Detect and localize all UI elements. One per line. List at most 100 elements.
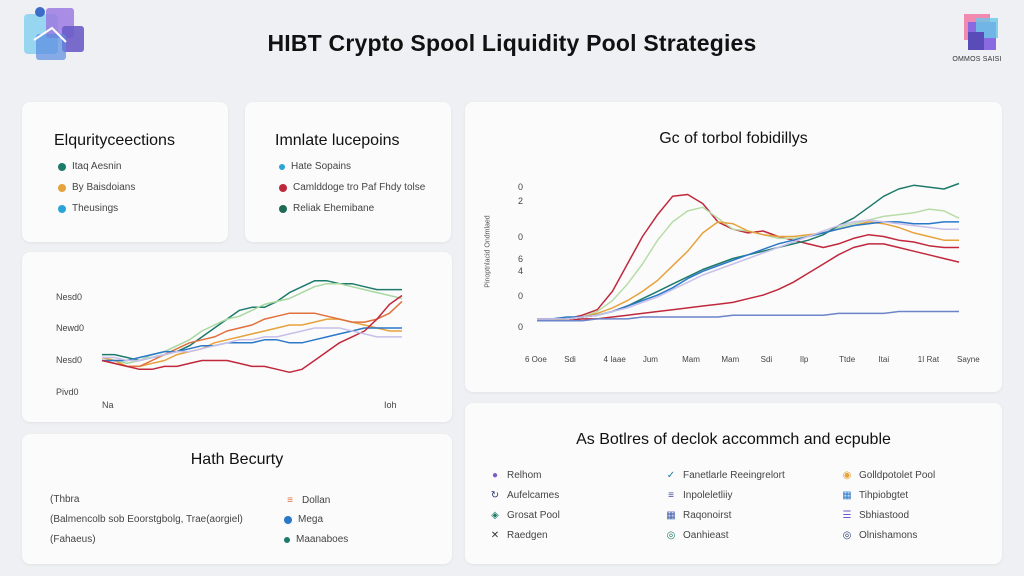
chart-card-left: Nesd0 Newd0 Nesd0 Pivd0 Na Ioh [22, 252, 452, 422]
legend-label: Reliak Ehemibane [293, 203, 375, 214]
list-icon: ≡ [668, 489, 674, 501]
card-title: As Botlres of declok accommch and ecpubl… [576, 431, 891, 448]
legend-dot-icon [284, 515, 292, 524]
shield-icon: ◈ [491, 509, 499, 521]
strategy-item: ▦ Raqonoirst [666, 509, 732, 521]
x-tick-label: Ioh [384, 400, 397, 410]
brand-logo-right [964, 14, 998, 50]
strategy-item: ● Relhom [489, 469, 542, 481]
y-tick-label: 0 [518, 182, 524, 192]
card-title: Elqurityceections [54, 132, 175, 149]
x-tick-label: Ttde [839, 355, 856, 364]
series-line-3 [101, 300, 403, 368]
line-chart-left [101, 280, 403, 374]
chart-card-right: Gc of torbol fobidillys Pinoptnlacid Ond… [465, 102, 1002, 392]
legend-label: Camlddoge tro Paf Fhdy tolse [293, 182, 426, 193]
x-tick-label: Na [102, 400, 114, 410]
strategy-item: ◈ Grosat Pool [489, 509, 560, 521]
strategy-item: ✓ Fanetlarle Reeingrelort [666, 469, 785, 481]
series-line-0 [102, 280, 402, 362]
y-tick-label: Newd0 [56, 323, 85, 333]
x-tick-label: Sdi [760, 355, 773, 364]
check-icon: ✓ [666, 469, 676, 481]
y-axis-title: Pinoptnlacid Ondmlaed [484, 215, 492, 288]
legend-item: Mega [284, 514, 323, 525]
circle-icon: ● [491, 469, 499, 481]
y-tick-label: 6 [518, 254, 524, 264]
cross-icon: ✕ [490, 529, 500, 541]
legend-card-equity: Elqurityceections Itaq Aesnin By Baisdoi… [22, 102, 228, 242]
x-tick-label: Mam [721, 355, 740, 364]
legend-dot-icon [279, 163, 285, 170]
legend-item: Itaq Aesnin [58, 161, 121, 172]
strategy-item: ◎ Oanhieast [666, 529, 729, 541]
series-line-1 [537, 206, 960, 322]
legend-item: Camlddoge tro Paf Fhdy tolse [279, 182, 425, 193]
series-line-5 [101, 294, 403, 374]
legend-item: Theusings [58, 203, 118, 214]
target-icon: ◎ [842, 529, 852, 541]
brand-logo-left [24, 7, 84, 60]
x-tick-label: Jum [642, 355, 658, 364]
strategy-item: ◉ Golldpotolet Pool [842, 469, 936, 481]
y-tick-label: 0 [518, 291, 524, 301]
y-tick-label: 0 [518, 232, 524, 242]
legend-label: By Baisdoians [72, 182, 136, 193]
target-icon: ◎ [666, 529, 676, 541]
y-tick-label: 0 [518, 322, 524, 332]
strategy-item: ☰ Sbhiastood [842, 509, 910, 521]
card-title: Imnlate lucepoins [275, 132, 400, 149]
legend-card-incentives: Imnlate lucepoins Hate Sopains Camlddoge… [245, 102, 451, 242]
strategy-item: ▦ Tihpiobgtet [842, 489, 909, 501]
security-card: Hath Becurty (Thbra (Balmencolb sob Eoor… [22, 434, 452, 564]
y-tick-label: 4 [518, 266, 524, 276]
x-tick-label: Ilp [799, 355, 809, 364]
legend-item: By Baisdoians [58, 182, 135, 193]
legend-item: Hate Sopains [279, 161, 351, 172]
legend-dot-icon [58, 183, 66, 192]
y-tick-label: Pivd0 [56, 387, 79, 397]
brand-caption: OMMOS SAISI [952, 56, 1002, 63]
grid-icon: ▦ [842, 489, 852, 501]
bars-icon: ☰ [842, 509, 852, 521]
legend-label: Hate Sopains [291, 161, 352, 172]
page-title: HIBT Crypto Spool Liquidity Pool Strateg… [267, 30, 757, 56]
grid-icon: ▦ [666, 509, 676, 521]
x-tick-label: Sayne [957, 355, 980, 364]
series-line-6 [102, 327, 402, 362]
y-tick-label: 2 [518, 196, 524, 206]
legend-dot-icon [58, 204, 66, 213]
line-chart-right [537, 182, 960, 322]
x-tick-label: Itai [878, 355, 890, 364]
list-item: (Fahaeus) [50, 534, 96, 545]
x-tick-label: Sdi [564, 355, 576, 364]
y-tick-label: Nesd0 [56, 292, 83, 302]
series-line-5 [537, 219, 959, 320]
legend-dot-icon [279, 183, 287, 192]
strategies-card: As Botlres of declok accommch and ecpubl… [465, 403, 1002, 564]
legend-label: Itaq Aesnin [72, 161, 122, 172]
series-line-6 [537, 243, 960, 322]
strategy-item: ≡ Inpoleletliiy [665, 489, 732, 501]
y-tick-label: Nesd0 [56, 355, 83, 365]
legend-dot-icon [279, 204, 287, 213]
series-line-4 [537, 221, 959, 320]
legend-item: Maanaboes [284, 534, 348, 545]
list-item: (Thbra [50, 494, 80, 505]
legend-dot-icon [284, 536, 290, 543]
series-line-0 [537, 193, 959, 320]
list-icon: ≡ [287, 494, 293, 506]
legend-label: Theusings [72, 203, 119, 214]
strategy-item: ◎ Olnishamons [842, 529, 918, 541]
strategy-item: ↻ Aufelcames [490, 489, 560, 501]
list-item: (Balmencolb sob Eoorstgbolg, Trae(aorgie… [50, 514, 243, 525]
series-line-7 [537, 310, 959, 322]
legend-item: ≡ Dollan [284, 494, 330, 506]
x-tick-label: Mam [682, 355, 700, 364]
refresh-icon: ↻ [490, 489, 500, 501]
legend-dot-icon [58, 162, 66, 171]
card-title: Hath Becurty [190, 451, 284, 468]
circle-icon: ◉ [842, 469, 852, 481]
strategy-item: ✕ Raedgen [490, 529, 548, 541]
chart-title: Gc of torbol fobidillys [659, 130, 808, 147]
